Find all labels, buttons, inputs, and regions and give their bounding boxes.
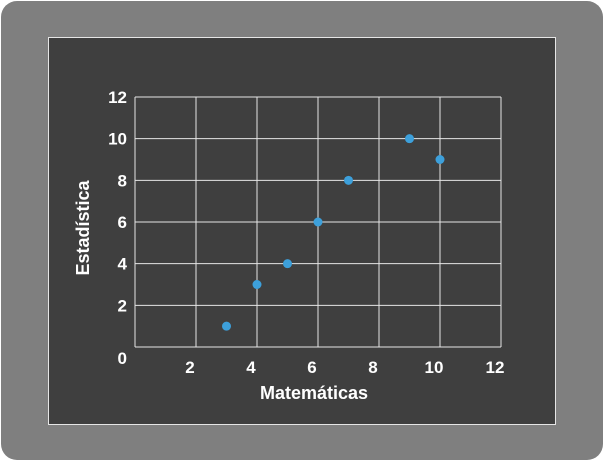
data-point (313, 217, 323, 227)
x-tick-label: 8 (368, 358, 377, 377)
x-tick-label: 6 (307, 358, 316, 377)
x-tick-label: 2 (185, 358, 194, 377)
data-point (252, 280, 262, 289)
y-tick-label: 10 (108, 130, 127, 149)
scatter-chart: 2 4 6 8 10 12 0 2 4 6 8 10 12 Matemáticas Estadísti… (73, 88, 504, 403)
grid (134, 96, 502, 348)
data-point (435, 155, 445, 164)
data-point (222, 321, 231, 331)
y-tick-label: 4 (118, 255, 128, 274)
x-tick-label: 12 (486, 358, 505, 377)
y-tick-label: 6 (118, 213, 127, 232)
y-axis-ticks: 0 2 4 6 8 10 12 (108, 88, 127, 368)
chart-panel: 2 4 6 8 10 12 0 2 4 6 8 10 12 Matemáticas Estadísti… (48, 37, 556, 425)
data-point (344, 175, 353, 185)
data-point (283, 259, 292, 269)
x-axis-ticks: 2 4 6 8 10 12 (185, 358, 504, 377)
x-tick-label: 4 (246, 358, 256, 377)
y-axis-title: Estadística (73, 179, 93, 275)
x-tick-label: 10 (425, 358, 444, 377)
data-points (222, 134, 445, 331)
data-point (405, 134, 414, 144)
y-tick-label: 0 (118, 349, 127, 368)
y-tick-label: 8 (118, 171, 127, 190)
y-tick-label: 2 (118, 296, 127, 315)
y-tick-label: 12 (108, 88, 127, 107)
x-axis-title: Matemáticas (260, 383, 368, 403)
